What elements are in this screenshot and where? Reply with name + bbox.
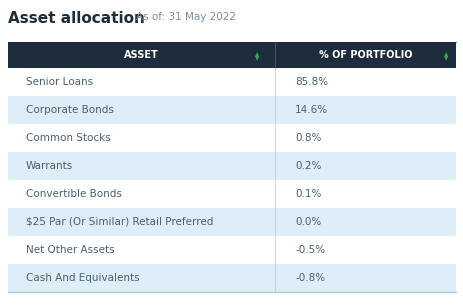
Text: Common Stocks: Common Stocks [26,133,111,143]
Text: Senior Loans: Senior Loans [26,77,93,87]
Text: Cash And Equivalents: Cash And Equivalents [26,273,139,283]
Text: Convertible Bonds: Convertible Bonds [26,189,122,199]
Text: 0.2%: 0.2% [294,161,321,171]
Bar [8,42,455,68]
Text: ASSET: ASSET [124,50,158,60]
Bar [8,96,455,124]
Text: 0.1%: 0.1% [294,189,321,199]
Bar [8,124,455,152]
Bar [8,236,455,264]
Text: Corporate Bonds: Corporate Bonds [26,105,113,115]
Text: % OF PORTFOLIO: % OF PORTFOLIO [318,50,411,60]
Text: ▲: ▲ [254,53,258,58]
Text: Warrants: Warrants [26,161,73,171]
Bar [8,180,455,208]
Text: 14.6%: 14.6% [294,105,327,115]
Text: 0.8%: 0.8% [294,133,321,143]
Bar [8,152,455,180]
Text: ▲: ▲ [443,53,447,58]
Text: -0.8%: -0.8% [294,273,325,283]
Text: Net Other Assets: Net Other Assets [26,245,114,255]
Bar [8,264,455,292]
Text: $25 Par (Or Similar) Retail Preferred: $25 Par (Or Similar) Retail Preferred [26,217,213,227]
Text: ▼: ▼ [254,57,258,62]
Text: -0.5%: -0.5% [294,245,325,255]
Text: 85.8%: 85.8% [294,77,327,87]
Text: ▼: ▼ [443,57,447,62]
Bar [8,208,455,236]
Text: Asset allocation: Asset allocation [8,11,144,26]
Text: 0.0%: 0.0% [294,217,320,227]
Bar [8,68,455,96]
Text: As of: 31 May 2022: As of: 31 May 2022 [136,12,236,22]
